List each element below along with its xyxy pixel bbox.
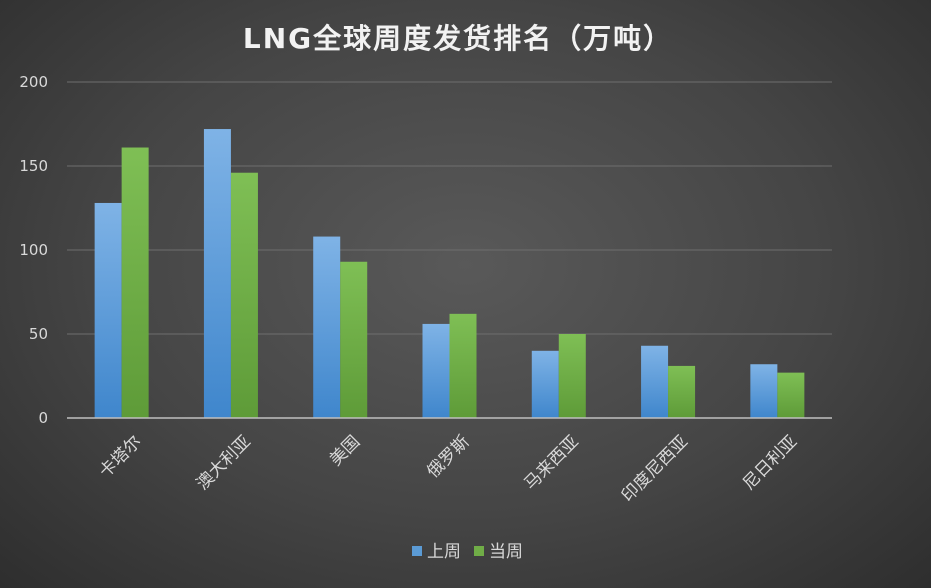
y-tick-label: 150 (19, 157, 48, 175)
bar-last-week (94, 202, 122, 418)
x-category-label: 马来西亚 (521, 432, 583, 494)
bar-last-week (531, 350, 559, 418)
y-tick-label: 50 (29, 325, 48, 343)
x-category-label: 俄罗斯 (423, 432, 473, 482)
legend: 上周 当周 (412, 542, 523, 562)
bars (94, 129, 805, 419)
x-category-label: 澳大利亚 (193, 432, 255, 494)
chart-title: LNG全球周度发货排名（万吨） (243, 22, 673, 55)
legend-label: 当周 (489, 542, 523, 562)
x-category-label: 尼日利亚 (739, 432, 801, 494)
bar-this-week (668, 365, 696, 418)
bar-this-week (558, 334, 586, 418)
legend-swatch (474, 546, 484, 556)
bar-this-week (777, 372, 805, 418)
grid (67, 81, 832, 335)
legend-label: 上周 (427, 542, 461, 562)
bar-this-week (230, 172, 258, 418)
y-tick-label: 0 (38, 409, 48, 427)
bar-last-week (313, 236, 341, 418)
bar-this-week (121, 147, 149, 418)
x-category-label: 卡塔尔 (95, 432, 145, 482)
y-tick-label: 200 (19, 73, 48, 91)
bar-last-week (641, 345, 669, 418)
x-category-label: 美国 (326, 432, 364, 470)
bar-last-week (203, 129, 231, 419)
bar-last-week (750, 364, 778, 418)
legend-swatch (412, 546, 422, 556)
y-tick-label: 100 (19, 241, 48, 259)
bar-this-week (449, 313, 477, 418)
x-category-label: 印度尼西亚 (618, 432, 692, 506)
bar-this-week (340, 261, 368, 418)
bar-last-week (422, 323, 450, 418)
